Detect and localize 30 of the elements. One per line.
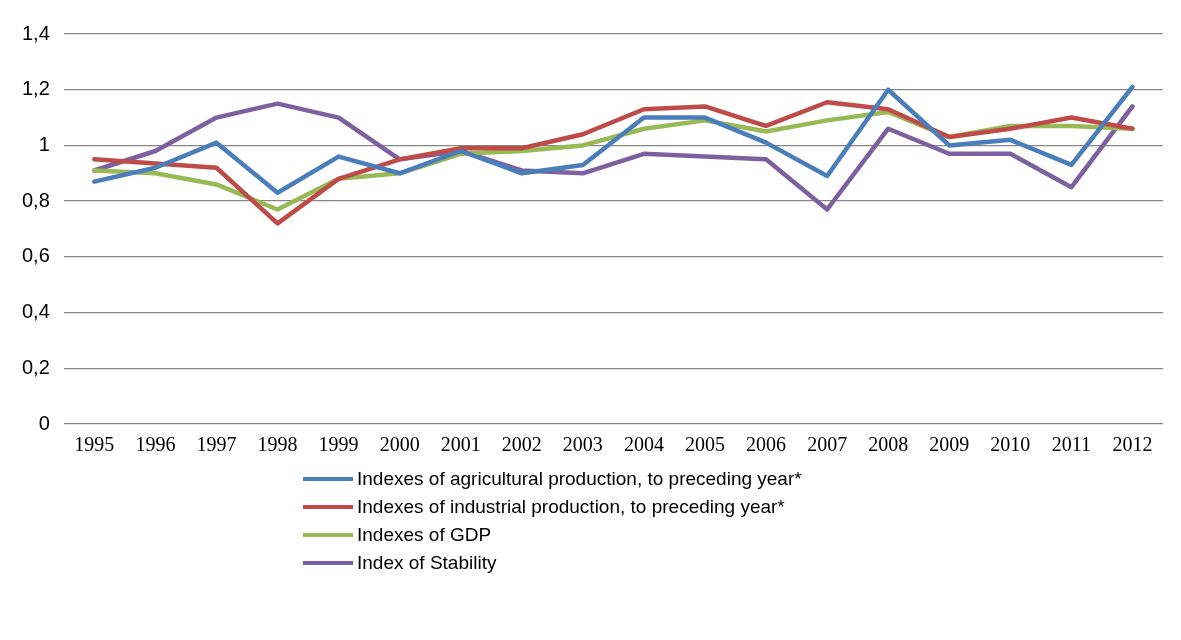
legend-label: Indexes of agricultural production, to preceding year*: [357, 468, 802, 490]
y-tick-label: 1,2: [21, 77, 50, 100]
y-tick-label: 1: [38, 132, 50, 155]
x-tick-label: 2004: [623, 433, 664, 456]
y-tick-label: 1,4: [21, 21, 50, 44]
legend-label: Indexes of GDP: [357, 524, 492, 546]
x-tick-label: 2000: [379, 433, 420, 456]
x-tick-label: 1998: [257, 433, 298, 456]
x-tick-label: 2007: [807, 433, 848, 456]
y-tick-label: 0,8: [21, 188, 50, 211]
x-tick-label: 1999: [318, 433, 359, 456]
x-tick-label: 1997: [196, 433, 237, 456]
x-tick-label: 1996: [135, 433, 176, 456]
x-tick-label: 2008: [868, 433, 909, 456]
y-tick-label: 0,4: [21, 300, 50, 323]
x-tick-label: 2006: [746, 433, 787, 456]
x-tick-label: 2001: [440, 433, 481, 456]
y-tick-label: 0: [38, 411, 50, 434]
x-tick-label: 2005: [685, 433, 725, 456]
x-tick-label: 2011: [1051, 433, 1092, 456]
legend-label: Index of Stability: [357, 552, 497, 574]
legend-label: Indexes of industrial production, to preceding year*: [357, 496, 785, 518]
x-tick-label: 2010: [990, 433, 1031, 456]
x-tick-label: 1995: [74, 433, 115, 456]
x-tick-label: 2012: [1112, 433, 1153, 456]
y-tick-label: 0,6: [21, 244, 50, 267]
x-tick-label: 2009: [929, 433, 970, 456]
x-tick-label: 2003: [562, 433, 603, 456]
y-tick-label: 0,2: [21, 355, 50, 378]
x-tick-label: 2002: [501, 433, 542, 456]
